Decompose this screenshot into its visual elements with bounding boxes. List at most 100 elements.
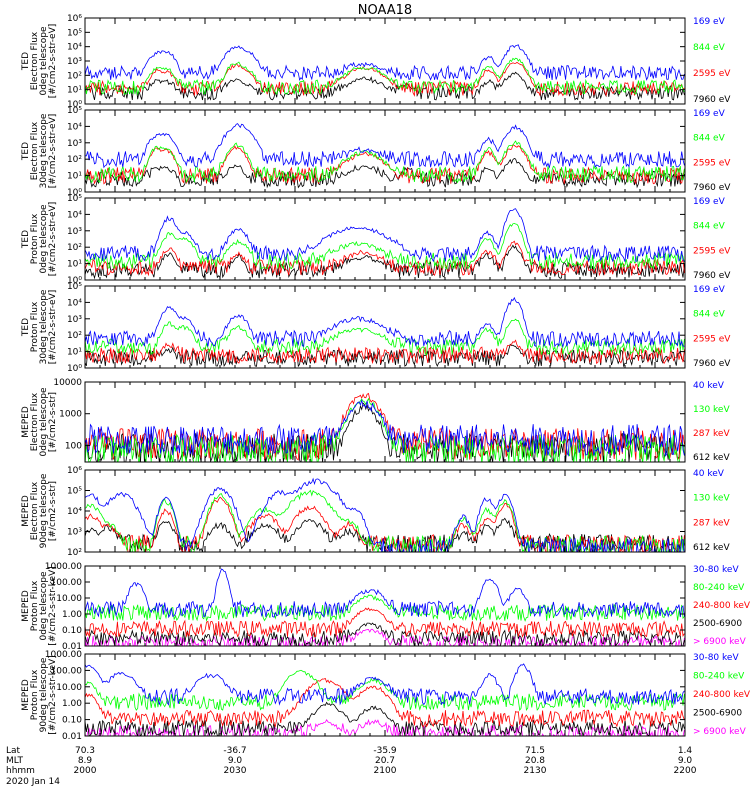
y-tick-label: 1000.00 [45,650,82,660]
legend-entry: 30-80 keV [693,653,739,663]
legend-entry: > 6900 keV [693,727,747,737]
legend-entry: 7960 eV [693,95,731,105]
series-group [85,296,685,368]
x-label-hhmm: 2130 [524,766,547,776]
y-axis-label: [#/cm2-s-str-eV] [48,24,58,99]
series-line-4 [85,594,685,623]
y-tick-label: 10³ [67,227,82,237]
series-line-4 [85,296,685,349]
series-group [85,663,685,736]
legend-entry: 80-240 keV [693,672,745,682]
y-tick-label: 10⁶ [67,14,82,24]
y-axis-label: 30deg telescope [39,289,49,364]
legend-entry: 287 keV [693,429,730,439]
figure-title: NOAA18 [358,3,412,18]
y-tick-label: 10.00 [56,683,82,693]
series-line-1 [85,158,685,189]
panel-2: 10⁰ 10¹ 10² 10³ 10⁴ 10⁵ TED Electron Flux 30deg … [21,106,731,198]
date-label: 2020 Jan 14 [6,777,60,787]
series-line-3 [85,57,685,96]
y-axis-label: TED [21,318,31,337]
y-axis-label: MEPED [21,495,31,527]
y-tick-label: 0.01 [62,732,82,742]
y-axis-label: Proton Flux [30,669,40,720]
x-label-mlt: 8.9 [78,756,93,766]
legend-entry: 844 eV [693,310,726,320]
series-line-4 [85,399,685,457]
row-label-hhmm: hhmm [6,766,35,776]
y-tick-label: 10⁴ [67,507,82,517]
legend-entry: 287 keV [693,518,730,528]
series-group [85,477,685,552]
y-tick-label: 1000 [59,410,82,420]
series-line-4 [85,669,685,712]
y-axis-label: Proton Flux [30,580,40,631]
y-tick-label: 10¹ [67,260,82,270]
x-label-mlt: 20.8 [525,756,545,766]
series-line-3 [85,677,685,728]
legend-entry: 130 keV [693,405,730,415]
y-tick-label: 10³ [67,139,82,149]
y-axis-label: Electron Flux [30,31,40,90]
y-axis-label: MEPED [21,590,31,622]
y-axis-label: 90deg telescope [39,473,49,548]
y-axis-label: 0deg telescope [39,571,49,641]
legend-entry: 2595 eV [693,158,731,168]
legend-entry: > 6900 keV [693,637,747,647]
y-axis-label: 0deg telescope [39,204,49,274]
y-tick-label: 10² [67,243,82,253]
y-axis-label: [#/cm2-s-str-keV] [48,566,58,645]
x-label-lat: 1.4 [678,746,693,756]
series-group [85,392,685,462]
legend-entry: 240-800 keV [693,601,750,611]
legend-entry: 7960 eV [693,359,731,369]
y-tick-label: 10⁰ [67,188,82,198]
series-line-4 [85,208,685,263]
legend-entry: 169 eV [693,109,726,119]
panel-6: 10² 10³ 10⁴ 10⁵ 10⁶ MEPED Electron Flux 90deg t… [21,466,730,558]
y-tick-label: 10000 [53,378,82,388]
y-axis-label: MEPED [21,406,31,438]
series-line-2 [85,240,685,277]
legend-entry: 844 eV [693,134,726,144]
series-line-2 [85,701,685,736]
y-tick-label: 10⁰ [67,100,82,110]
row-label-lat: Lat [6,746,21,756]
y-tick-label: 10³ [67,57,82,67]
y-tick-label: 0.01 [62,642,82,652]
series-line-1 [85,718,685,736]
x-label-lat: -35.9 [373,746,397,756]
y-tick-label: 0.10 [62,626,82,636]
y-axis-label: [#/cm2-s-str-eV] [48,290,58,365]
y-tick-label: 0.10 [62,716,82,726]
y-axis-label: 0deg telescope [39,26,49,96]
y-tick-label: 10⁴ [67,210,82,220]
x-label-mlt: 9.0 [678,756,693,766]
y-tick-label: 10³ [67,315,82,325]
y-axis-label: [#/cm2-s-str-eV] [48,202,58,277]
y-axis-label: 0deg telescope [39,387,49,457]
panel-1: 10⁰ 10¹ 10² 10³ 10⁴ 10⁵ 10⁶ TED Electron Flux 0de… [21,14,731,110]
y-tick-label: 10² [67,71,82,81]
y-tick-label: 10¹ [67,86,82,96]
legend-entry: 169 eV [693,285,726,295]
y-axis-label: 30deg telescope [39,113,49,188]
y-axis-label: TED [21,52,31,71]
y-axis-label: [#/cm2-s-str] [48,392,58,452]
y-tick-label: 10⁰ [67,364,82,374]
legend-entry: 844 eV [693,43,726,53]
panel-5: 100 1000 10000 MEPED Electron Flux 0deg teles… [21,378,730,463]
y-axis-label: Electron Flux [30,392,40,451]
x-label-lat: 70.3 [75,746,95,756]
series-line-3 [85,222,685,271]
y-axis-label: Electron Flux [30,481,40,540]
y-axis-label: MEPED [21,679,31,711]
panel-8: 0.01 0.10 1.00 10.00 100.00 1000.00 MEPED Proto… [21,650,750,742]
x-label-mlt: 9.0 [228,756,243,766]
y-tick-label: 10.00 [56,594,82,604]
legend-entry: 80-240 keV [693,583,745,593]
row-label-mlt: MLT [6,756,24,766]
x-label-lat: 71.5 [525,746,545,756]
x-label-hhmm: 2030 [224,766,247,776]
